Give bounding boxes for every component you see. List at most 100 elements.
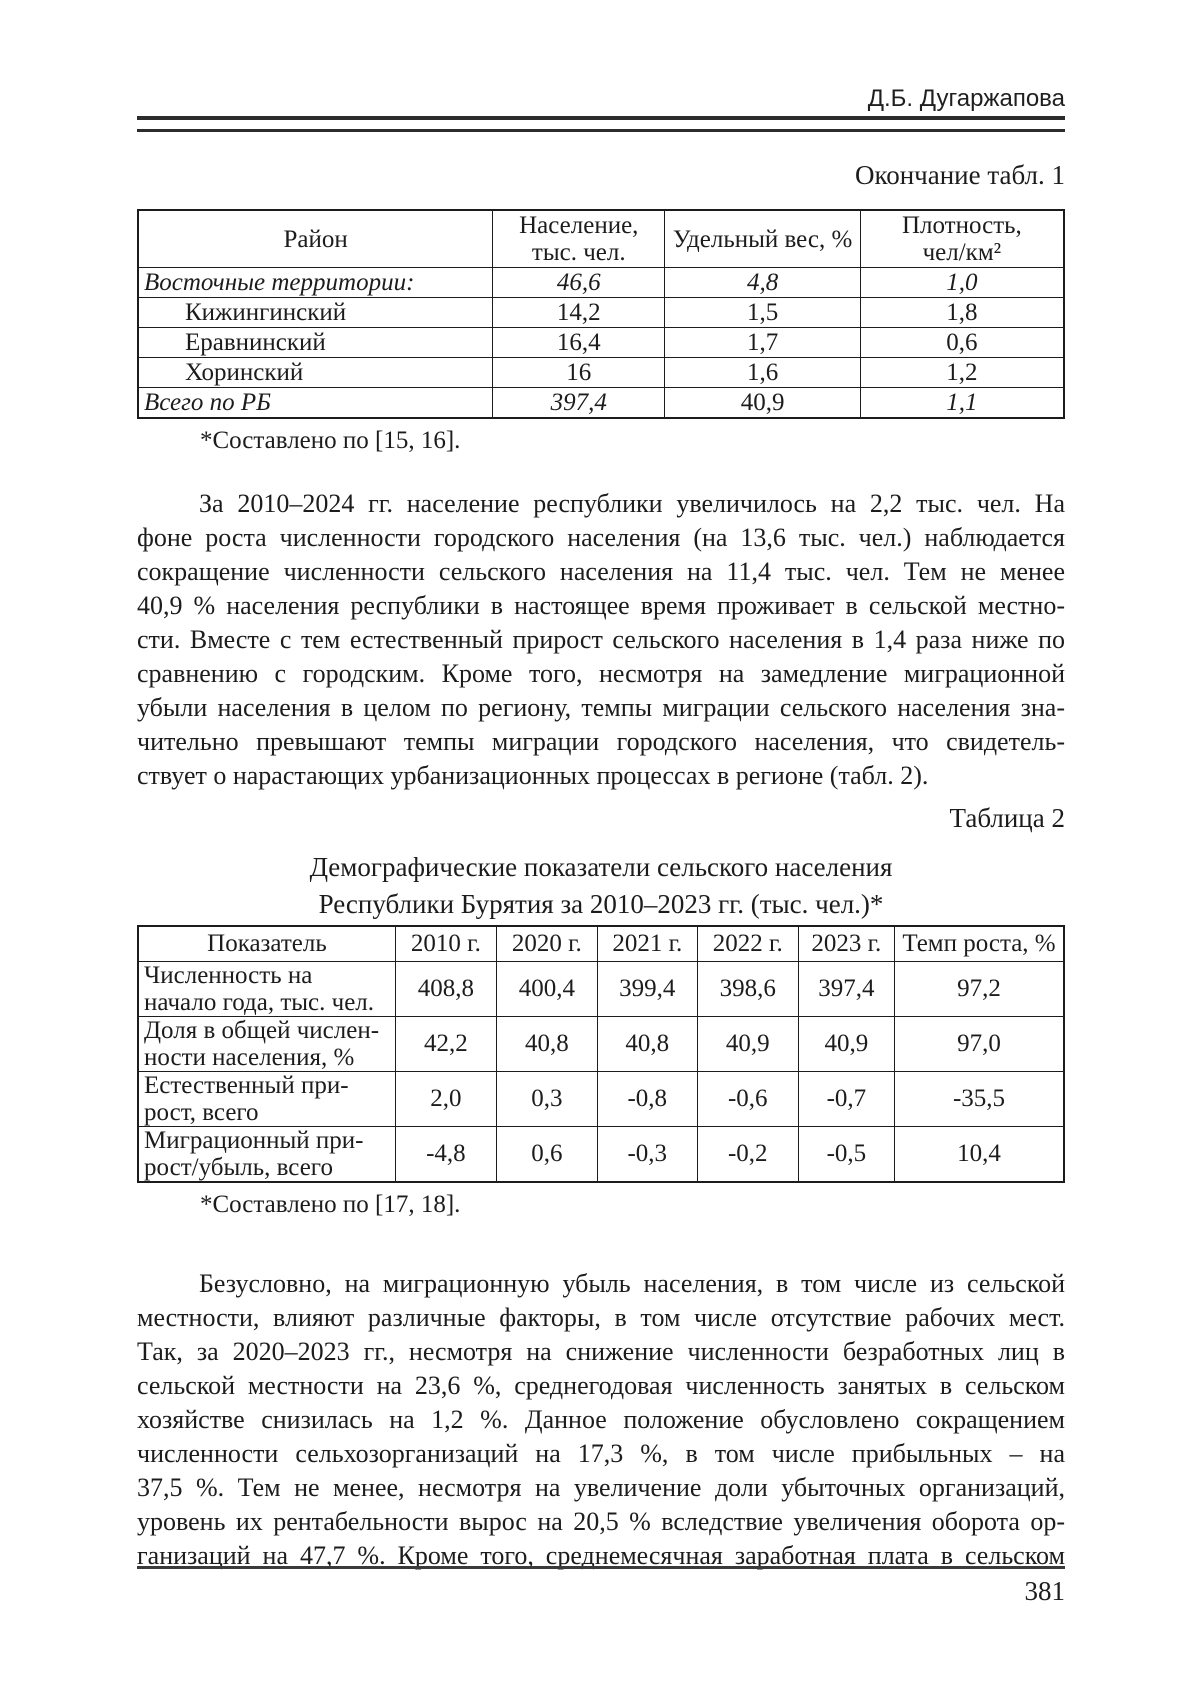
table2-label: Таблица 2 <box>949 803 1065 833</box>
table2-row-migration-increase: Миграционный при- рост/убыль, всего -4,8… <box>137 1126 1065 1183</box>
table1-cell-share: 40,9 <box>664 387 861 419</box>
table1-cell-share: 1,6 <box>664 357 861 388</box>
table1-cell-share: 1,7 <box>664 327 861 358</box>
footer-rule <box>137 1566 1065 1569</box>
table1-cell-density: 1,0 <box>859 267 1065 298</box>
paragraph-line: сельской местности на 23,6 %, среднегодо… <box>137 1371 1065 1400</box>
table2-header-row: Показатель 2010 г. 2020 г. 2021 г. 2022 … <box>137 925 1065 962</box>
table2-cell-label: Естественный при- рост, всего <box>137 1071 396 1127</box>
table2-cell-value: 398,6 <box>696 961 799 1017</box>
running-head-author: Д.Б. Дугаржапова <box>867 85 1065 112</box>
paragraph-line: Безусловно, на миграционную убыль населе… <box>199 1269 1065 1298</box>
table2-cell-value: 399,4 <box>596 961 698 1017</box>
table2-row-population-start-year: Численность на начало года, тыс. чел. 40… <box>137 961 1065 1017</box>
table2-cell-value: -0,8 <box>596 1071 698 1127</box>
table1-cell-name: Кижингинский <box>137 297 494 328</box>
table1-header-row: Район Население, тыс. чел. Удельный вес,… <box>137 209 1065 268</box>
table1-cell-name: Восточные территории: <box>137 267 494 298</box>
paragraph-line: убыли населения в целом по региону, темп… <box>137 693 1065 722</box>
table2-cell-value: -0,3 <box>596 1126 698 1183</box>
table2-cell-value: 397,4 <box>797 961 896 1017</box>
table1-cell-population: 46,6 <box>492 267 666 298</box>
table1-cell-population: 16,4 <box>492 327 666 358</box>
table2-header-2021: 2021 г. <box>596 925 698 962</box>
table2-cell-value: -0,5 <box>797 1126 896 1183</box>
table2-cell-label: Доля в общей числен- ности населения, % <box>137 1016 396 1072</box>
paragraph-line: сти. Вместе с тем естественный прирост с… <box>137 625 1065 654</box>
table2-cell-value: -0,2 <box>696 1126 799 1183</box>
table2-demographic-indicators: Показатель 2010 г. 2020 г. 2021 г. 2022 … <box>137 925 1065 1183</box>
paragraph-line: ствует о нарастающих урбанизационных про… <box>137 761 929 790</box>
table1-header-density: Плотность, чел/км² <box>859 209 1065 268</box>
table1-cell-name: Всего по РБ <box>137 387 494 419</box>
table2-cell-value: -0,6 <box>696 1071 799 1127</box>
paragraph-line: сокращение численности сельского населен… <box>137 557 1065 586</box>
table2-row-share-total-population: Доля в общей числен- ности населения, % … <box>137 1016 1065 1072</box>
table2-header-indicator: Показатель <box>137 925 396 962</box>
paragraph-line: чительно превышают темпы миграции городс… <box>137 727 1065 756</box>
table1-cell-share: 1,5 <box>664 297 861 328</box>
table1-header-population: Население, тыс. чел. <box>492 209 666 268</box>
table1-cell-population: 14,2 <box>492 297 666 328</box>
header-double-rule <box>137 116 1065 132</box>
table2-cell-value: 42,2 <box>394 1016 497 1072</box>
table1-row-total-rb: Всего по РБ 397,4 40,9 1,1 <box>137 387 1065 419</box>
table2-cell-value: 40,8 <box>495 1016 598 1072</box>
page-number: 381 <box>1024 1576 1066 1606</box>
paragraph-line: 40,9 % населения республики в настоящее … <box>137 591 1065 620</box>
table2-cell-value: 40,9 <box>696 1016 799 1072</box>
table2-header-2010: 2010 г. <box>394 925 497 962</box>
paragraph-line: 37,5 %. Тем не менее, несмотря на увелич… <box>137 1473 1065 1502</box>
table1-cell-density: 1,8 <box>859 297 1065 328</box>
table1-row-eastern-territories: Восточные территории: 46,6 4,8 1,0 <box>137 267 1065 298</box>
table1-cell-name: Хоринский <box>137 357 494 388</box>
table2-cell-value: 97,2 <box>894 961 1065 1017</box>
table1-header-district: Район <box>137 209 494 268</box>
table2-cell-value: 40,8 <box>596 1016 698 1072</box>
table2-header-2022: 2022 г. <box>696 925 799 962</box>
paragraph-line: хозяйстве снизилась на 1,2 %. Данное пол… <box>137 1405 1065 1434</box>
table2-title-line2: Республики Бурятия за 2010–2023 гг. (тыс… <box>318 889 884 919</box>
table1-footnote: *Составлено по [15, 16]. <box>200 427 461 454</box>
paragraph-population-dynamics: За 2010–2024 гг. население республики ув… <box>137 487 1065 793</box>
table2-cell-value: 400,4 <box>495 961 598 1017</box>
paragraph-line: уровень их рентабельности вырос на 20,5 … <box>137 1507 1065 1536</box>
paragraph-line: местности, влияют различные факторы, в т… <box>137 1303 1065 1332</box>
table1-header-share: Удельный вес, % <box>664 209 861 268</box>
paragraph-line: За 2010–2024 гг. население республики ув… <box>199 489 1065 518</box>
table2-header-2023: 2023 г. <box>797 925 896 962</box>
table1-cell-population: 397,4 <box>492 387 666 419</box>
table2-cell-value: 97,0 <box>894 1016 1065 1072</box>
table2-title: Демографические показатели сельского нас… <box>137 849 1065 923</box>
table2-cell-value: -4,8 <box>394 1126 497 1183</box>
table1-cell-density: 0,6 <box>859 327 1065 358</box>
paragraph-migration-factors: Безусловно, на миграционную убыль населе… <box>137 1267 1065 1573</box>
table2-cell-value: -35,5 <box>894 1071 1065 1127</box>
table2-cell-value: 40,9 <box>797 1016 896 1072</box>
paragraph-line: фоне роста численности городского населе… <box>137 523 1065 552</box>
table1-cell-density: 1,1 <box>859 387 1065 419</box>
table2-footnote: *Составлено по [17, 18]. <box>200 1191 461 1218</box>
table2-cell-value: 10,4 <box>894 1126 1065 1183</box>
table1-cell-density: 1,2 <box>859 357 1065 388</box>
table1-row-khorinsky: Хоринский 16 1,6 1,2 <box>137 357 1065 388</box>
table2-header-2020: 2020 г. <box>495 925 598 962</box>
table2-cell-value: -0,7 <box>797 1071 896 1127</box>
table2-row-natural-increase: Естественный при- рост, всего 2,0 0,3 -0… <box>137 1071 1065 1127</box>
paragraph-line: ганизаций на 47,7 %. Кроме того, среднем… <box>137 1541 1065 1570</box>
table1-row-eravninsky: Еравнинский 16,4 1,7 0,6 <box>137 327 1065 358</box>
table2-cell-value: 0,6 <box>495 1126 598 1183</box>
table2-cell-label: Миграционный при- рост/убыль, всего <box>137 1126 396 1183</box>
paragraph-line: Так, за 2020–2023 гг., несмотря на сниже… <box>137 1337 1065 1366</box>
paragraph-line: численности сельхозорганизаций на 17,3 %… <box>137 1439 1065 1468</box>
table2-cell-value: 2,0 <box>394 1071 497 1127</box>
table1-districts: Район Население, тыс. чел. Удельный вес,… <box>137 209 1065 419</box>
table1-cell-population: 16 <box>492 357 666 388</box>
table1-continuation-label: Окончание табл. 1 <box>854 160 1065 190</box>
table1-row-kizhinginsky: Кижингинский 14,2 1,5 1,8 <box>137 297 1065 328</box>
table1-cell-name: Еравнинский <box>137 327 494 358</box>
table1-cell-share: 4,8 <box>664 267 861 298</box>
table2-title-line1: Демографические показатели сельского нас… <box>309 852 893 882</box>
page-footer: 381 <box>137 1566 1065 1607</box>
